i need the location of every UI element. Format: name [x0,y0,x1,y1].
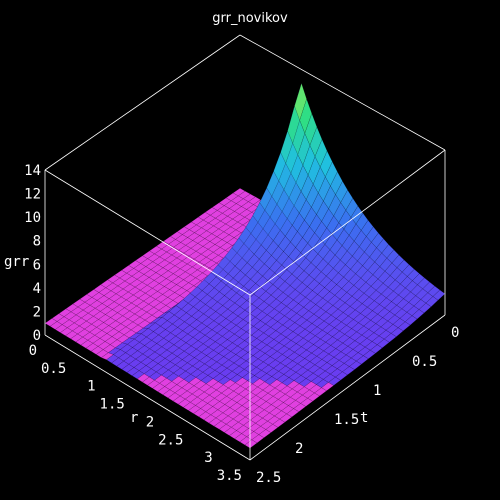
y-axis-label: t [360,410,368,426]
bounding-box [44,34,446,461]
z-tick-label: 6 [33,257,41,273]
y-tick-label: 0 [451,325,459,341]
y-tick-label: 2.5 [256,470,281,486]
x-tick-label: 3.5 [217,468,242,484]
box-edge [44,169,251,296]
x-tick-label: 2.5 [158,432,183,448]
x-tick-label: 1.5 [100,397,125,413]
y-tick-label: 0.5 [412,354,437,370]
y-tick-label: 1.5 [334,412,359,428]
z-tick-label: 2 [33,304,41,320]
x-tick-label: 1 [87,379,95,395]
x-tick-label: 3 [204,450,212,466]
box-edge [44,334,251,461]
z-tick-label: 10 [24,210,41,226]
z-tick-label: 12 [24,187,41,203]
z-tick-label: 8 [33,234,41,250]
y-tick-label: 1 [373,383,381,399]
box-edge [239,34,446,151]
x-tick-label: 0 [29,343,37,359]
y-tick-label: 2 [295,441,303,457]
box-edge [249,149,446,296]
box-edge [44,34,241,171]
x-tick-label: 0.5 [41,361,66,377]
surface-mesh [44,82,446,449]
z-axis-label: grr [4,254,29,270]
z-tick-label: 0 [33,328,41,344]
x-axis-label: r [130,410,138,426]
box-edge [249,314,446,461]
x-tick-label: 2 [146,414,154,430]
z-tick-label: 4 [33,281,41,297]
z-tick-label: 14 [24,163,41,179]
chart-title: grr_novikov [212,11,288,26]
